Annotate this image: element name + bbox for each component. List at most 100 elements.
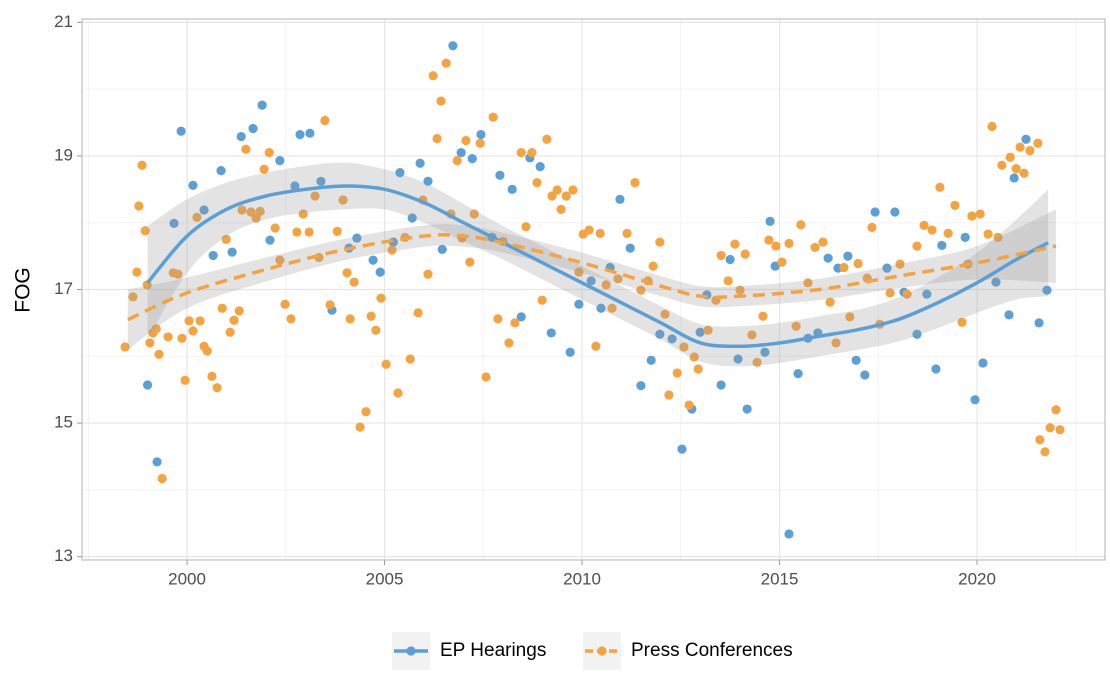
point <box>227 247 237 257</box>
legend-point <box>597 646 607 656</box>
point <box>476 129 486 140</box>
point <box>1004 310 1014 320</box>
x-tick-label: 2010 <box>563 569 601 588</box>
legend-label: Press Conferences <box>631 640 793 661</box>
point <box>537 295 547 305</box>
point <box>316 176 326 186</box>
point <box>375 267 385 277</box>
point <box>154 349 164 359</box>
point <box>452 155 462 166</box>
point <box>257 100 267 110</box>
point <box>355 422 365 432</box>
point <box>280 299 290 309</box>
point <box>960 232 970 243</box>
point <box>465 257 475 267</box>
point <box>902 289 912 299</box>
point <box>246 207 256 217</box>
x-tick-label: 2000 <box>168 569 206 588</box>
point <box>132 267 142 277</box>
point <box>1045 423 1055 433</box>
point <box>586 276 596 286</box>
point <box>290 181 300 191</box>
point <box>216 166 226 176</box>
point <box>275 155 285 166</box>
point <box>395 168 405 178</box>
point <box>368 255 378 265</box>
point <box>469 209 479 219</box>
point <box>831 338 841 348</box>
point <box>248 123 258 134</box>
point <box>264 147 274 158</box>
point <box>1035 435 1045 445</box>
point <box>607 303 617 313</box>
point <box>677 444 687 454</box>
point <box>613 274 623 284</box>
legend-label: EP Hearings <box>440 640 546 661</box>
point <box>993 232 1003 243</box>
point <box>636 285 646 295</box>
point <box>432 133 442 144</box>
point <box>636 381 646 391</box>
point <box>978 358 988 368</box>
point <box>622 228 632 238</box>
point <box>195 316 205 326</box>
point <box>527 147 537 158</box>
point <box>488 112 498 122</box>
point <box>128 292 138 302</box>
point <box>760 347 770 357</box>
point <box>510 318 520 328</box>
point <box>1040 447 1050 457</box>
point <box>843 251 853 261</box>
point <box>803 278 813 288</box>
y-tick-label: 13 <box>54 546 73 565</box>
point <box>163 332 173 342</box>
point <box>516 147 526 158</box>
point <box>237 205 247 215</box>
point <box>851 355 861 365</box>
point <box>655 237 665 247</box>
point <box>967 211 977 221</box>
point <box>173 269 183 279</box>
point <box>664 390 674 400</box>
point <box>672 368 682 378</box>
point <box>630 178 640 188</box>
point <box>1005 152 1015 162</box>
point <box>943 228 953 238</box>
point <box>532 178 542 188</box>
point <box>591 341 601 351</box>
point <box>217 303 227 313</box>
point <box>730 239 740 249</box>
point <box>823 253 833 263</box>
point <box>188 180 198 190</box>
panel-border <box>81 18 1106 561</box>
point <box>660 309 670 319</box>
point <box>137 160 147 170</box>
point <box>212 383 222 393</box>
point <box>845 312 855 322</box>
trend-line <box>127 233 1057 322</box>
point <box>1033 138 1043 148</box>
point <box>495 170 505 180</box>
point <box>134 201 144 211</box>
point <box>552 185 562 195</box>
point <box>407 213 417 223</box>
point <box>169 218 179 228</box>
point <box>304 227 314 237</box>
point <box>723 276 733 286</box>
point <box>556 204 566 214</box>
point <box>275 255 285 265</box>
point <box>338 195 348 205</box>
point <box>648 261 658 271</box>
point <box>625 243 635 253</box>
point <box>310 191 320 201</box>
point <box>784 529 794 539</box>
point <box>251 213 261 223</box>
point <box>764 235 774 245</box>
point <box>192 212 202 222</box>
point <box>791 321 801 331</box>
point <box>912 241 922 251</box>
point <box>771 241 781 251</box>
y-tick-label: 15 <box>54 413 73 432</box>
